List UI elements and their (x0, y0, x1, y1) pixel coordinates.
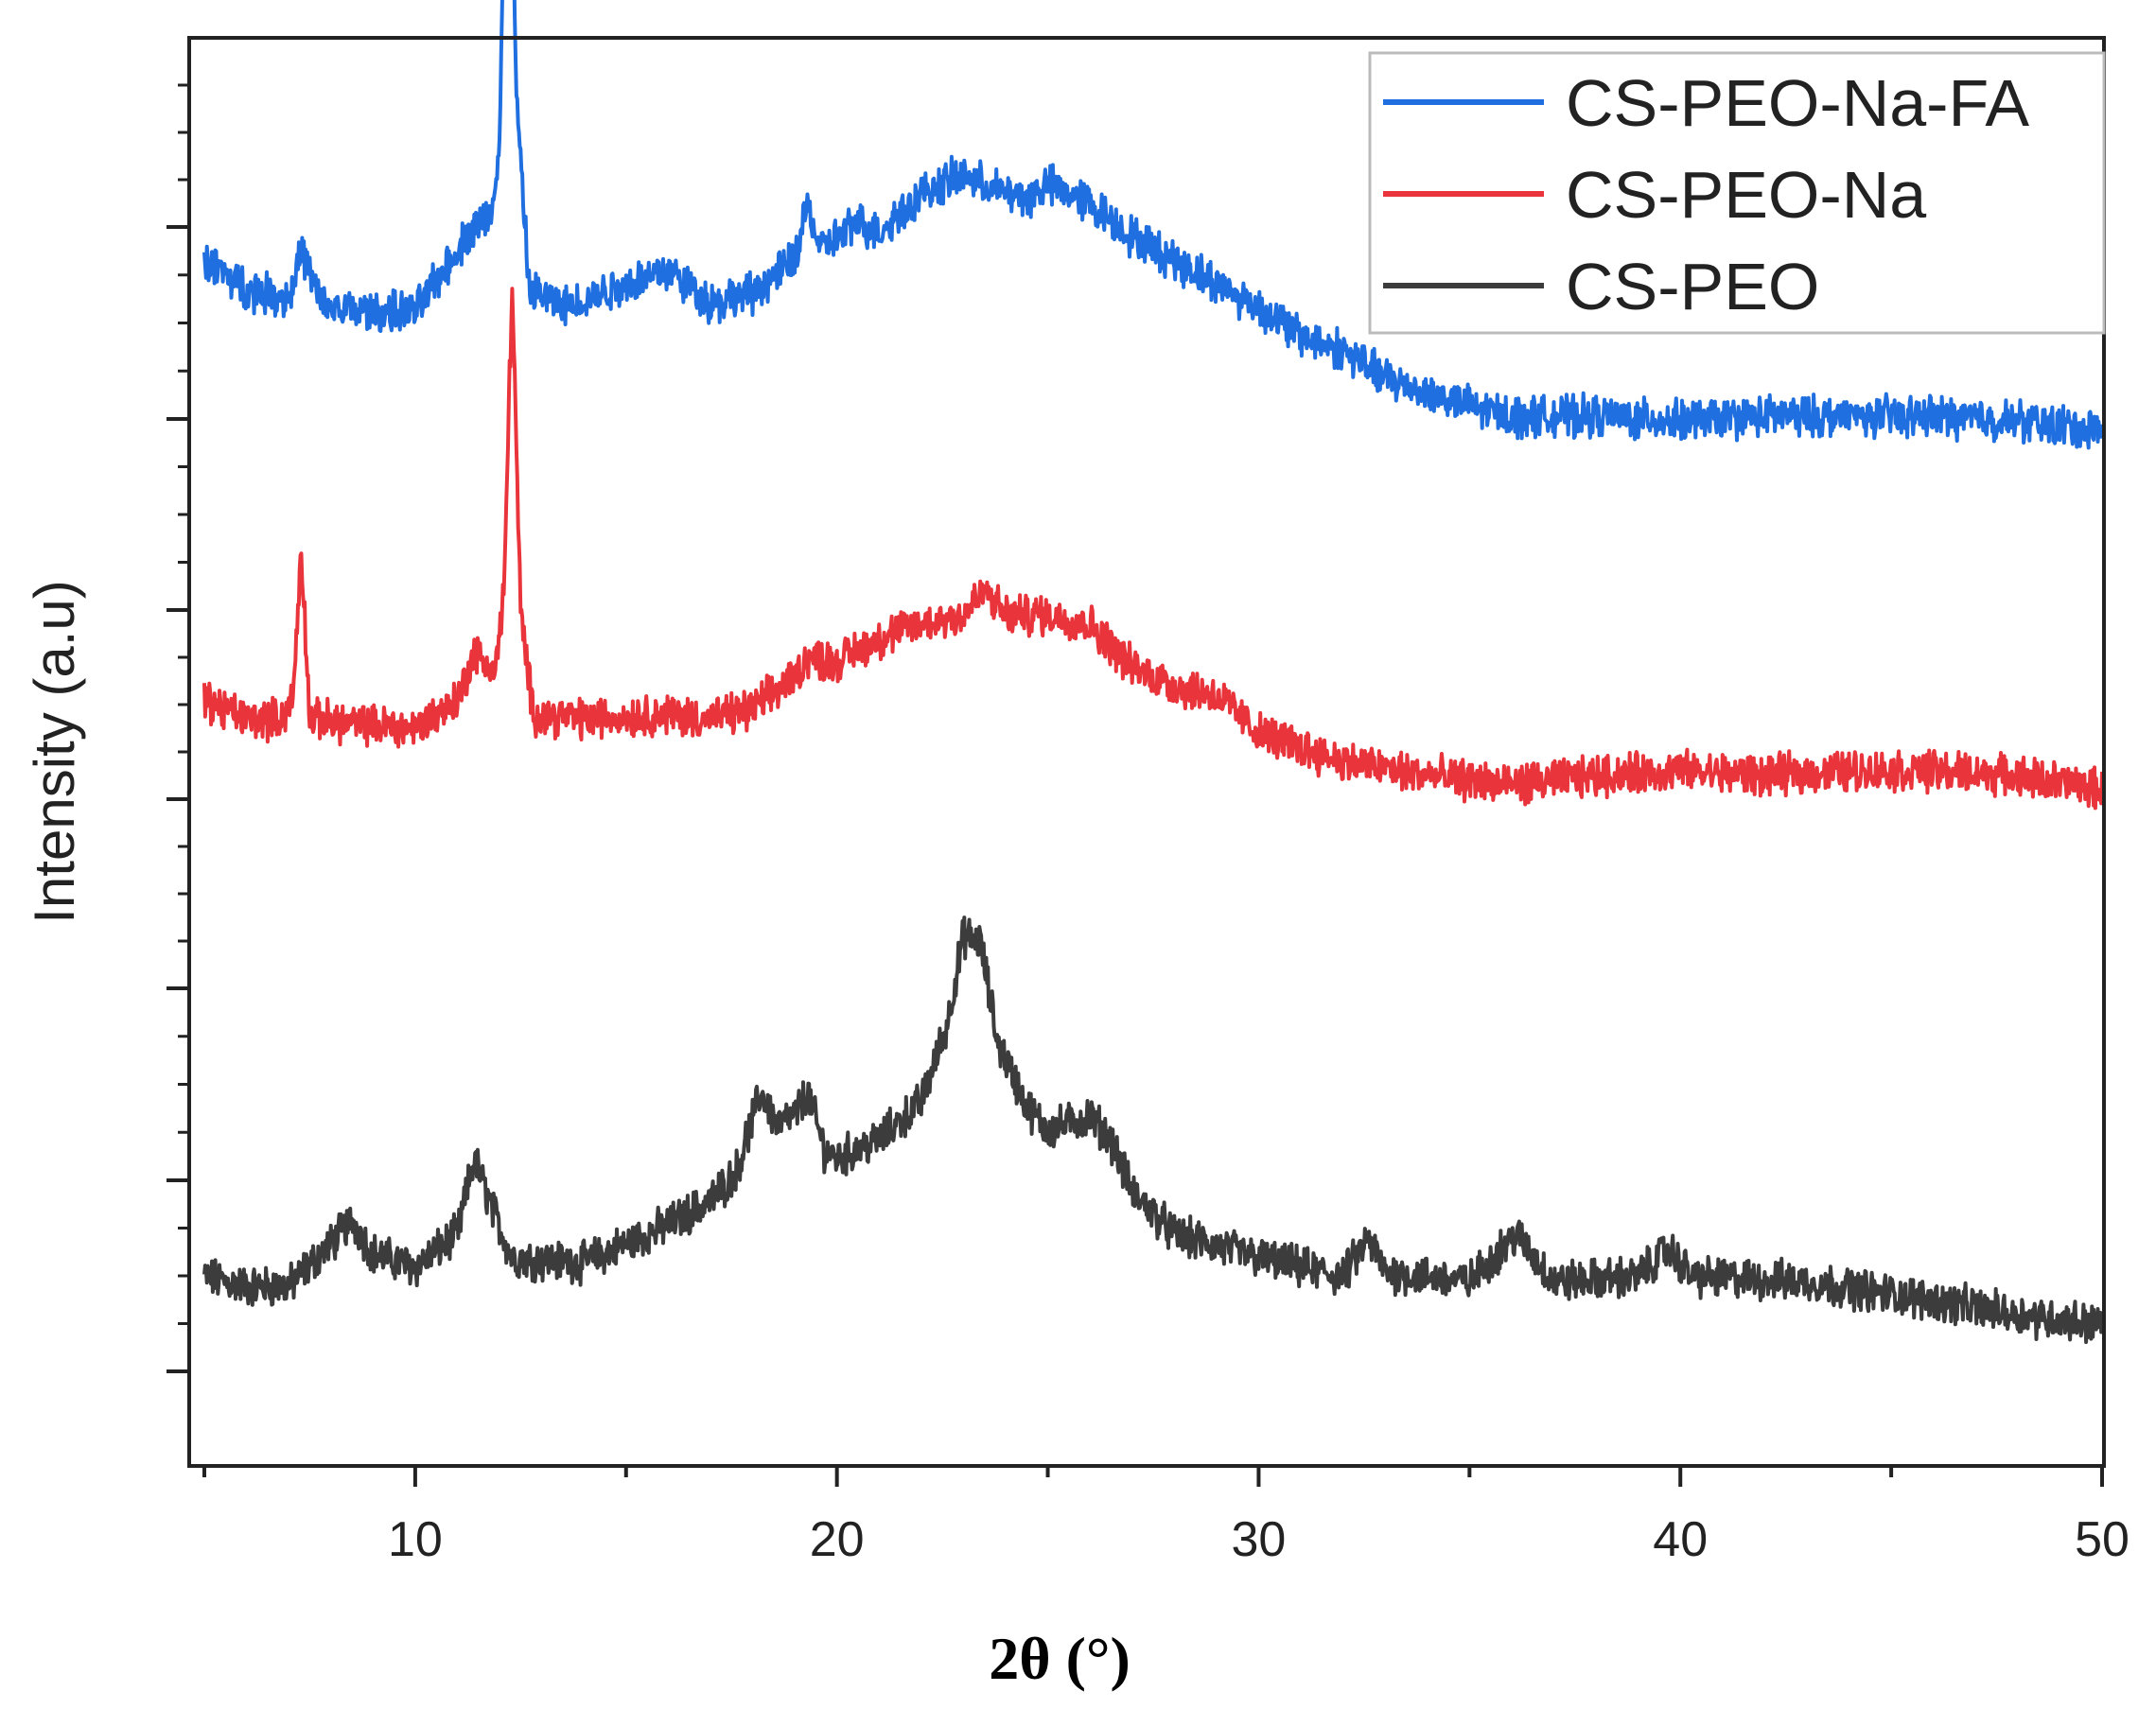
y-axis-label: Intensity (a.u) (23, 580, 86, 924)
y-axis-ticks (167, 83, 189, 1373)
x-tick-label: 50 (2075, 1512, 2130, 1567)
x-tick-label: 30 (1232, 1512, 1287, 1567)
series-line-cs-peo-na-fa (202, 0, 2104, 450)
series-line-cs-peo (202, 916, 2104, 1345)
x-axis-label: 2θ (°) (989, 1625, 1131, 1692)
legend-label-cs-peo-na: CS-PEO-Na (1566, 158, 1926, 232)
x-tick-label: 10 (388, 1512, 443, 1567)
legend-label-cs-peo-na-fa: CS-PEO-Na-FA (1566, 66, 2029, 140)
x-tick-label: 40 (1653, 1512, 1708, 1567)
x-tick-label: 20 (810, 1512, 865, 1567)
series-line-cs-peo-na (202, 287, 2104, 811)
legend: CS-PEO-Na-FA CS-PEO-Na CS-PEO (1368, 51, 2106, 335)
x-axis-ticks: 10 20 30 40 50 (202, 1466, 2130, 1567)
legend-label-cs-peo: CS-PEO (1566, 250, 1819, 323)
series-layer (202, 0, 2104, 1345)
